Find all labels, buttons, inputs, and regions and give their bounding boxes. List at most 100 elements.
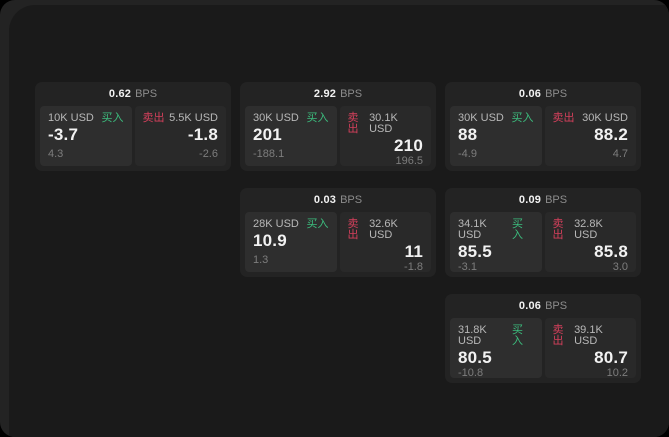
sell-amount: 30.1K USD (369, 112, 398, 135)
sell-side-label: 卖出 (552, 112, 575, 124)
quote-card: 0.09 BPS 34.1K USD 买入 85.5 -3.1 卖出 32.8K… (445, 188, 641, 277)
sell-panel[interactable]: 卖出 30.1K USD 210 196.5 (339, 106, 431, 167)
spread-header: 0.09 BPS (450, 188, 636, 212)
buy-amount: 30K USD (253, 112, 299, 124)
spread-value: 0.06 (518, 300, 542, 312)
buy-side-label: 买入 (306, 218, 329, 230)
buy-panel-top: 31.8K USD 买入 (458, 325, 534, 347)
spread-header: 0.06 BPS (450, 294, 636, 318)
buy-delta: -3.1 (458, 260, 477, 273)
spread-unit: BPS (545, 300, 568, 312)
buy-side-label: 买入 (101, 112, 124, 124)
sell-panel[interactable]: 卖出 30K USD 88.2 4.7 (544, 106, 636, 166)
sell-panel-top: 卖出 32.8K USD (553, 219, 629, 241)
buy-side-label: 买入 (511, 324, 523, 347)
buy-amount: 30K USD (458, 112, 504, 124)
buy-panel[interactable]: 28K USD 买入 10.9 1.3 (245, 212, 337, 272)
quote-panels: 30K USD 买入 88 -4.9 卖出 30K USD 88.2 4.7 (450, 106, 636, 166)
sell-panel-top: 卖出 30K USD (553, 113, 629, 124)
spread-header: 0.03 BPS (245, 188, 431, 212)
buy-price: 201 (253, 125, 282, 144)
sell-panel[interactable]: 卖出 32.8K USD 85.8 3.0 (544, 212, 636, 273)
sell-price: 80.7 (594, 348, 628, 367)
sell-panel[interactable]: 卖出 32.6K USD 11 -1.8 (339, 212, 431, 273)
quote-card: 0.06 BPS 30K USD 买入 88 -4.9 卖出 30K USD 8… (445, 82, 641, 171)
buy-delta: -4.9 (458, 148, 477, 160)
quote-panels: 30K USD 买入 201 -188.1 卖出 30.1K USD 210 1… (245, 106, 431, 166)
buy-panel[interactable]: 31.8K USD 买入 80.5 -10.8 (450, 318, 542, 378)
buy-panel-top: 30K USD 买入 (458, 113, 534, 124)
buy-panel-top: 30K USD 买入 (253, 113, 329, 124)
buy-panel-top: 34.1K USD 买入 (458, 219, 534, 241)
sell-panel[interactable]: 卖出 5.5K USD -1.8 -2.6 (134, 106, 226, 166)
buy-delta: -188.1 (253, 148, 285, 160)
sell-panel-top: 卖出 5.5K USD (143, 113, 219, 124)
sell-delta: -1.8 (404, 260, 423, 273)
quote-card: 0.03 BPS 28K USD 买入 10.9 1.3 卖出 32.6K US… (240, 188, 436, 277)
spread-value: 0.06 (518, 88, 542, 100)
quote-card-grid: 0.62 BPS 10K USD 买入 -3.7 4.3 卖出 5.5K USD… (35, 82, 641, 383)
buy-price: 80.5 (458, 348, 492, 367)
buy-panel[interactable]: 30K USD 买入 201 -188.1 (245, 106, 337, 166)
buy-delta: 4.3 (48, 148, 64, 160)
sell-panel-top: 卖出 39.1K USD (553, 325, 629, 347)
spread-unit: BPS (135, 88, 158, 100)
buy-price: 10.9 (253, 231, 287, 250)
buy-amount: 34.1K USD (458, 218, 487, 241)
spread-value: 0.03 (313, 194, 337, 206)
sell-price: 210 (394, 136, 423, 155)
buy-side-label: 买入 (511, 112, 534, 124)
quote-panels: 34.1K USD 买入 85.5 -3.1 卖出 32.8K USD 85.8… (450, 212, 636, 272)
buy-amount: 10K USD (48, 112, 94, 124)
sell-amount: 32.8K USD (574, 218, 603, 241)
buy-amount: 31.8K USD (458, 324, 487, 347)
buy-side-label: 买入 (306, 112, 329, 124)
sell-price: -1.8 (187, 125, 218, 144)
buy-price: -3.7 (48, 125, 79, 144)
buy-price: 85.5 (458, 242, 492, 261)
spread-unit: BPS (340, 194, 363, 206)
sell-side-label: 卖出 (347, 218, 359, 241)
spread-unit: BPS (340, 88, 363, 100)
sell-price: 85.8 (594, 242, 628, 261)
quote-panels: 31.8K USD 买入 80.5 -10.8 卖出 39.1K USD 80.… (450, 318, 636, 378)
spread-value: 0.62 (108, 88, 132, 100)
buy-price: 88 (458, 125, 478, 144)
buy-side-label: 买入 (511, 218, 523, 241)
spread-value: 2.92 (313, 88, 337, 100)
quote-panels: 10K USD 买入 -3.7 4.3 卖出 5.5K USD -1.8 -2.… (40, 106, 226, 166)
sell-panel-top: 卖出 32.6K USD (348, 219, 424, 241)
spread-header: 0.62 BPS (40, 82, 226, 106)
quote-panels: 28K USD 买入 10.9 1.3 卖出 32.6K USD 11 -1.8 (245, 212, 431, 272)
sell-amount: 32.6K USD (369, 218, 398, 241)
quote-card: 0.62 BPS 10K USD 买入 -3.7 4.3 卖出 5.5K USD… (35, 82, 231, 171)
sell-delta: 3.0 (612, 260, 628, 273)
sell-side-label: 卖出 (347, 112, 359, 135)
sell-side-label: 卖出 (142, 112, 165, 124)
buy-panel[interactable]: 10K USD 买入 -3.7 4.3 (40, 106, 132, 166)
quote-card: 0.06 BPS 31.8K USD 买入 80.5 -10.8 卖出 39.1… (445, 294, 641, 383)
spread-header: 2.92 BPS (245, 82, 431, 106)
buy-panel-top: 28K USD 买入 (253, 219, 329, 230)
sell-amount: 5.5K USD (169, 112, 218, 124)
sell-side-label: 卖出 (552, 218, 564, 241)
sell-amount: 39.1K USD (574, 324, 603, 347)
buy-delta: 1.3 (253, 254, 269, 266)
spread-header: 0.06 BPS (450, 82, 636, 106)
sell-panel-top: 卖出 30.1K USD (348, 113, 424, 135)
sell-panel[interactable]: 卖出 39.1K USD 80.7 10.2 (544, 318, 636, 378)
buy-delta: -10.8 (458, 366, 484, 379)
buy-panel-top: 10K USD 买入 (48, 113, 124, 124)
buy-panel[interactable]: 34.1K USD 买入 85.5 -3.1 (450, 212, 542, 272)
spread-unit: BPS (545, 194, 568, 206)
quote-card: 2.92 BPS 30K USD 买入 201 -188.1 卖出 30.1K … (240, 82, 436, 171)
spread-unit: BPS (545, 88, 568, 100)
buy-panel[interactable]: 30K USD 买入 88 -4.9 (450, 106, 542, 166)
sell-amount: 30K USD (582, 112, 628, 124)
buy-amount: 28K USD (253, 218, 299, 230)
sell-delta: 196.5 (395, 154, 423, 167)
sell-price: 88.2 (594, 125, 628, 144)
content-surface: 0.62 BPS 10K USD 买入 -3.7 4.3 卖出 5.5K USD… (9, 5, 669, 437)
sell-delta: -2.6 (199, 148, 218, 160)
